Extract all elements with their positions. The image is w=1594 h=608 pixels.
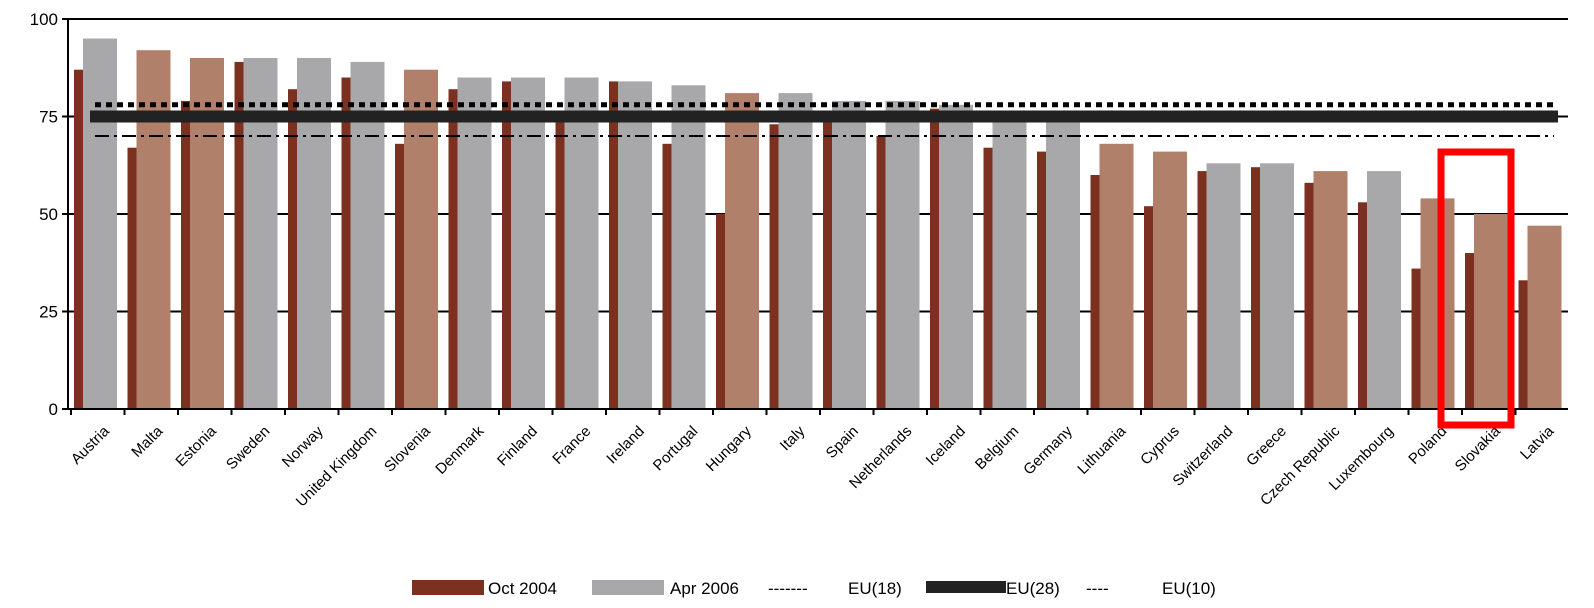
bar-apr-2006-netherlands [885, 100, 920, 410]
x-tick-label-belgium: Belgium [972, 423, 1022, 473]
bar-apr-2006-portugal [671, 85, 706, 410]
x-tick-label-cyprus: Cyprus [1137, 423, 1183, 469]
bar-oct-2004-italy [769, 124, 779, 410]
bar-apr-2006-austria [83, 38, 117, 409]
bar-oct-2004-belgium [983, 147, 993, 409]
x-tick-label-poland: Poland [1405, 423, 1450, 468]
bars [74, 38, 1562, 410]
bar-oct-2004-hungary [716, 214, 725, 409]
bar-apr-2006-germany [1046, 116, 1080, 409]
bar-oct-2004-germany [1037, 151, 1046, 409]
x-tick-label-france: France [549, 423, 594, 468]
bar-apr-2006-spain [832, 100, 866, 410]
bar-oct-2004-greece [1251, 167, 1260, 409]
legend-swatch-oct-2004 [412, 580, 484, 595]
bar-apr-2006-italy [778, 93, 813, 409]
x-tick-label-latvia: Latvia [1517, 422, 1558, 463]
x-tick-label-italy: Italy [777, 422, 809, 454]
bar-oct-2004-united-kingdom [341, 77, 351, 409]
bar-oct-2004-switzerland [1197, 171, 1207, 409]
legend-swatch-apr-2006 [592, 580, 664, 595]
bar-oct-2004-cyprus [1144, 206, 1153, 409]
x-tick-label-slovakia: Slovakia [1452, 422, 1505, 475]
bar-apr-2006-slovakia [1474, 214, 1508, 409]
bar-oct-2004-luxembourg [1358, 202, 1367, 409]
bar-oct-2004-iceland [930, 108, 939, 409]
x-tick-label-iceland: Iceland [923, 423, 969, 469]
x-tick-label-hungary: Hungary [703, 422, 755, 474]
legend-swatch-eu28 [926, 581, 1006, 593]
highlight-box-slovakia [1437, 148, 1515, 429]
bar-oct-2004-denmark [448, 89, 458, 409]
bar-apr-2006-belgium [992, 116, 1027, 409]
bar-apr-2006-greece [1260, 163, 1294, 409]
x-tick-label-greece: Greece [1243, 423, 1290, 470]
bar-apr-2006-iceland [939, 104, 973, 410]
bar-apr-2006-finland [511, 77, 545, 409]
bar-oct-2004-austria [74, 69, 83, 409]
y-tick-label-25: 25 [39, 303, 58, 322]
legend-label-eu10: EU(10) [1162, 579, 1216, 598]
bar-apr-2006-luxembourg [1367, 171, 1401, 409]
bar-apr-2006-hungary [725, 93, 759, 409]
x-tick-label-ireland: Ireland [603, 423, 647, 467]
bar-apr-2006-latvia [1527, 225, 1562, 409]
bar-oct-2004-poland [1411, 268, 1421, 409]
bar-oct-2004-ireland [609, 81, 618, 410]
bar-oct-2004-estonia [181, 100, 190, 410]
legend: Oct 2004 Apr 2006 ------- EU(18) EU(28) … [412, 579, 1216, 598]
bar-apr-2006-czech-republic [1313, 171, 1348, 409]
bar-oct-2004-france [555, 120, 565, 410]
y-tick-label-75: 75 [39, 108, 58, 127]
x-tick-label-finland: Finland [494, 423, 541, 470]
bar-apr-2006-cyprus [1153, 151, 1187, 409]
x-tick-label-spain: Spain [823, 423, 862, 462]
legend-label-oct-2004: Oct 2004 [488, 579, 557, 598]
legend-label-apr-2006: Apr 2006 [670, 579, 739, 598]
bar-oct-2004-netherlands [876, 136, 886, 409]
y-tick-label-100: 100 [30, 10, 58, 29]
bar-oct-2004-slovenia [395, 143, 404, 410]
axes: 0 25 50 75 100 [30, 10, 1568, 419]
bar-oct-2004-latvia [1518, 280, 1528, 409]
bar-oct-2004-norway [288, 89, 297, 409]
x-tick-label-slovenia: Slovenia [381, 422, 434, 475]
bar-oct-2004-sweden [234, 61, 244, 410]
bar-oct-2004-spain [823, 120, 832, 410]
bar-oct-2004-lithuania [1090, 175, 1100, 409]
reference-lines [90, 102, 1558, 137]
bar-apr-2006-slovenia [404, 69, 438, 409]
x-tick-label-austria: Austria [68, 422, 113, 467]
y-tick-label-50: 50 [39, 205, 58, 224]
x-tick-label-lithuania: Lithuania [1074, 422, 1130, 478]
x-tick-label-portugal: Portugal [650, 423, 702, 475]
legend-label-eu18: EU(18) [848, 579, 902, 598]
bar-oct-2004-czech-republic [1304, 182, 1314, 409]
x-tick-label-malta: Malta [128, 422, 166, 460]
legend-swatch-eu18: ------- [768, 579, 808, 598]
x-tick-label-sweden: Sweden [223, 423, 273, 473]
bar-apr-2006-switzerland [1206, 163, 1241, 409]
x-tick-label-denmark: Denmark [432, 422, 487, 477]
y-tick-label-0: 0 [49, 400, 58, 419]
bar-apr-2006-denmark [457, 77, 492, 409]
bar-apr-2006-malta [136, 50, 171, 409]
bar-oct-2004-finland [502, 81, 511, 410]
bar-apr-2006-france [564, 77, 599, 409]
legend-label-eu28: EU(28) [1006, 579, 1060, 598]
bar-apr-2006-lithuania [1099, 143, 1134, 410]
bar-oct-2004-malta [127, 147, 137, 409]
bar-oct-2004-portugal [662, 143, 672, 410]
x-tick-label-germany: Germany [1020, 422, 1076, 478]
bar-oct-2004-slovakia [1465, 253, 1474, 409]
legend-swatch-eu10: ---- [1086, 579, 1109, 598]
highlight-box [1437, 148, 1515, 429]
x-tick-label-estonia: Estonia [172, 422, 220, 470]
x-tick-label-norway: Norway [279, 422, 327, 470]
bar-apr-2006-ireland [618, 81, 652, 410]
